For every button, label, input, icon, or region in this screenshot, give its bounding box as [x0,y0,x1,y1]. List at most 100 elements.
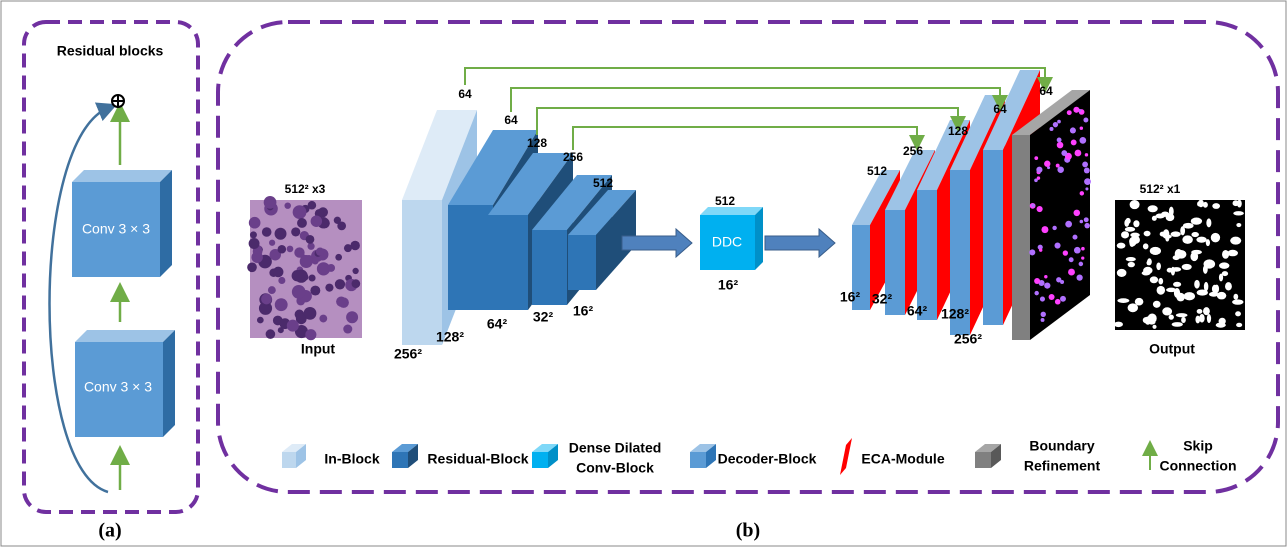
mask-blob [1156,262,1161,270]
nucleus [275,228,287,240]
mask-blob [1233,294,1238,300]
legend-residual-front [392,452,408,468]
mask-blob [1180,226,1185,235]
overlay-dot [1075,150,1082,157]
overlay-dot [1069,257,1074,262]
mask-blob [1174,288,1180,298]
overlay-dot [1080,126,1083,129]
nucleus [261,294,272,305]
overlay-dot [1029,249,1035,255]
decoder-channels: 256 [903,144,923,158]
input-label: Input [301,341,336,357]
overlay-dot [1057,166,1064,173]
overlay-dot [1075,248,1078,251]
nucleus [343,325,352,334]
nucleus [296,313,306,323]
mask-blob [1167,268,1173,273]
mask-blob [1150,276,1158,283]
overlay-dot [1085,153,1088,156]
overlay-dot [1057,142,1064,149]
overlay-dot [1073,107,1079,113]
output-label: Output [1149,341,1195,357]
mask-blob [1184,292,1195,300]
mask-blob [1183,223,1194,229]
mask-blob [1143,267,1152,274]
decoder-size: 64² [907,303,928,319]
nucleus [275,298,288,311]
overlay-dot [1084,217,1089,222]
ddc-block-top [700,207,763,215]
mask-blob [1128,303,1138,312]
nucleus [266,329,276,339]
decoder-channels: 64 [993,102,1007,116]
nucleus [264,196,277,209]
decoder-size: 128² [941,306,969,322]
overlay-dot [1082,162,1088,168]
mask-blob [1195,316,1200,324]
legend-label: In-Block [324,451,379,467]
nucleus [249,238,260,249]
conv-block-side [160,170,172,277]
mask-blob [1172,322,1183,327]
mask-blob [1182,235,1192,244]
overlay-dot [1044,282,1050,288]
decoder-size: 16² [840,289,861,305]
panel-a-title: Residual blocks [57,43,164,59]
overlay-dot [1041,318,1045,322]
conv-block-top [75,330,175,342]
mask-blob [1128,262,1135,267]
mask-blob [1155,213,1164,218]
overlay-dot [1070,127,1076,133]
legend-label: Boundary [1029,438,1095,454]
mask-blob [1219,274,1223,282]
mask-blob [1173,282,1181,287]
legend-ddc-front [532,452,548,468]
residual-block-front [448,205,493,310]
ddc-label: DDC [712,234,742,250]
nucleus [249,217,261,229]
overlay-dot [1079,137,1086,144]
mask-blob [1194,280,1200,289]
decoder-block-front [983,150,1003,325]
overlay-dot [1072,235,1077,240]
mask-blob [1114,322,1123,327]
mask-blob [1232,299,1243,304]
decoder-size: 256² [954,331,982,347]
mask-blob [1152,216,1157,221]
mask-blob [1169,315,1174,320]
nucleus [300,255,313,268]
nucleus [293,205,307,219]
overlay-dot [1060,296,1066,302]
overlay-dot [1054,243,1060,249]
nucleus [338,297,349,308]
mask-blob [1130,200,1140,209]
overlay-dot [1044,275,1047,278]
mask-blob [1182,264,1192,270]
mask-blob [1117,298,1129,303]
mask-blob [1130,233,1140,238]
overlay-dot [1067,110,1072,115]
overlay-dot [1049,127,1053,131]
conv-block-top [72,170,172,182]
ddc-size: 16² [718,277,739,293]
legend-eca [840,438,852,475]
nucleus [352,279,361,288]
overlay-dot [1081,256,1084,259]
overlay-dot [1053,122,1058,127]
nucleus [310,286,320,296]
conv-label: Conv 3 × 3 [84,379,152,395]
mask-blob [1144,231,1151,237]
nucleus [278,277,285,284]
mask-blob [1148,320,1156,325]
nucleus [337,222,346,231]
overlay-dot [1079,262,1084,267]
decoder-channels: 64 [1039,84,1053,98]
nucleus [311,215,322,226]
encoder-size: 128² [436,329,464,345]
overlay-dot [1081,247,1085,251]
mask-blob [1135,298,1144,306]
overlay-dot [1044,161,1050,167]
mask-blob [1126,257,1136,261]
nucleus [307,243,314,250]
flow-arrow [765,229,835,257]
